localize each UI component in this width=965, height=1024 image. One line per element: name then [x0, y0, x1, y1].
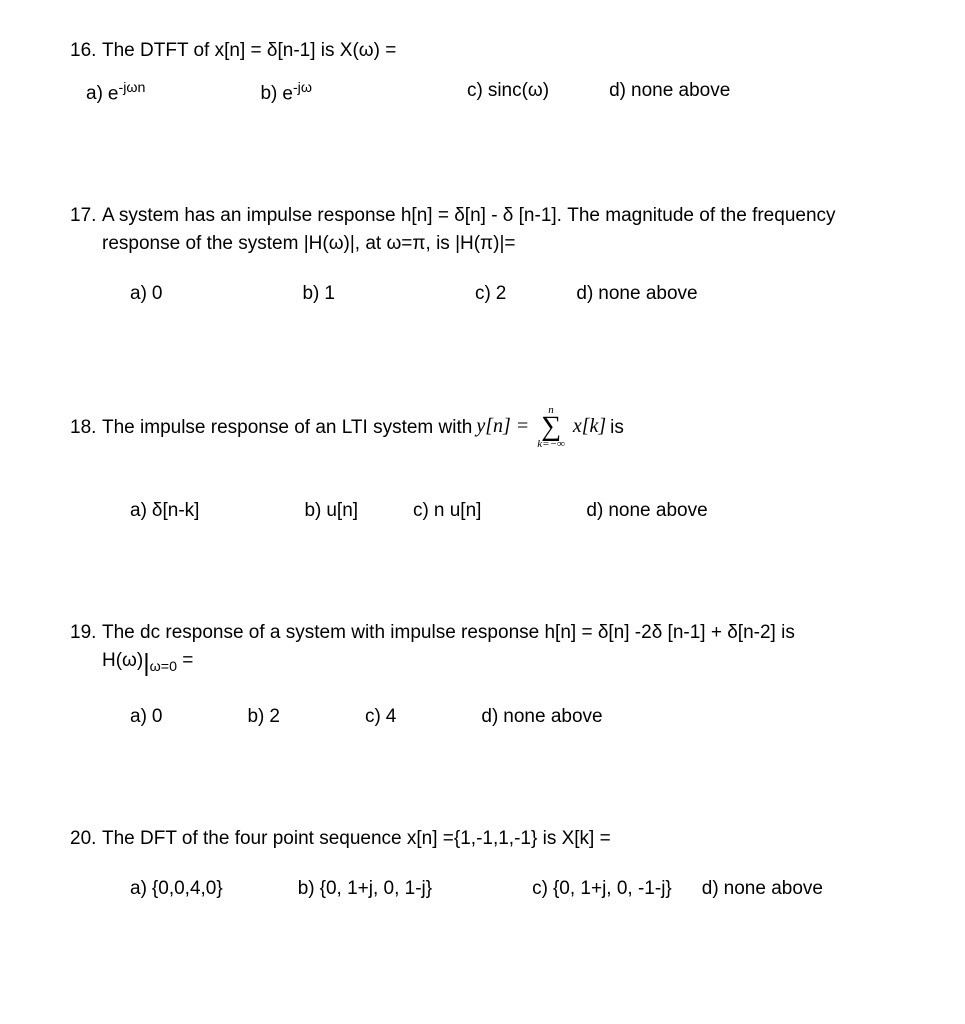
sigma-icon: ∑	[537, 416, 565, 438]
option-label: d)	[576, 283, 593, 305]
question-16-stem: 16. The DTFT of x[n] = δ[n-1] is X(ω) =	[70, 40, 895, 62]
option-b: b) 2	[247, 706, 279, 728]
option-label: c)	[475, 283, 491, 305]
eq-H: H(ω)	[102, 650, 143, 671]
option-a: a) δ[n-k]	[130, 500, 199, 522]
option-d: d) none above	[576, 283, 697, 305]
option-d: d) none above	[481, 706, 602, 728]
option-label: a)	[130, 706, 147, 728]
question-19-stem-line2: H(ω)|ω=0 =	[102, 650, 895, 678]
question-number: 18.	[70, 417, 102, 439]
question-text: A system has an impulse response h[n] = …	[102, 205, 836, 227]
question-19: 19. The dc response of a system with imp…	[70, 622, 895, 728]
option-text: e-jωn	[108, 80, 146, 105]
question-text-post: is	[610, 417, 624, 439]
question-number: 16.	[70, 40, 102, 62]
option-text: u[n]	[326, 500, 358, 522]
question-text: The DFT of the four point sequence x[n] …	[102, 828, 611, 850]
option-a: a) 0	[130, 283, 162, 305]
option-text: 0	[152, 283, 163, 305]
option-text: none above	[598, 283, 697, 305]
question-17: 17. A system has an impulse response h[n…	[70, 205, 895, 305]
option-label: b)	[298, 878, 315, 900]
question-17-options: a) 0 b) 1 c) 2 d) none above	[130, 283, 895, 305]
eval-subscript: ω=0	[150, 659, 177, 675]
eq-equals: =	[177, 650, 193, 671]
option-a: a) 0	[130, 706, 162, 728]
question-17-stem-line2: response of the system |H(ω)|, at ω=π, i…	[102, 233, 895, 255]
option-label: b)	[247, 706, 264, 728]
question-18-options: a) δ[n-k] b) u[n] c) n u[n] d) none abov…	[130, 500, 895, 522]
option-label: b)	[302, 283, 319, 305]
option-text: e-jω	[282, 80, 312, 105]
option-c: c) 2	[475, 283, 506, 305]
option-label: d)	[702, 878, 719, 900]
option-c: c) 4	[365, 706, 396, 728]
question-20-options: a) {0,0,4,0} b) {0, 1+j, 0, 1-j} c) {0, …	[130, 878, 895, 900]
summation: n ∑ k=−∞	[537, 405, 565, 449]
option-label: c)	[365, 706, 381, 728]
option-c: c) n u[n]	[413, 500, 481, 522]
option-b: b) u[n]	[304, 500, 358, 522]
question-16-options: a) e-jωn b) e-jω c) sinc(ω) d) none abov…	[86, 80, 895, 105]
option-text: 0	[152, 706, 163, 728]
option-text: none above	[503, 706, 602, 728]
option-text: n u[n]	[434, 500, 482, 522]
option-a: a) {0,0,4,0}	[130, 878, 223, 900]
option-text: 1	[324, 283, 335, 305]
option-text: 2	[496, 283, 507, 305]
option-b: b) {0, 1+j, 0, 1-j}	[298, 878, 432, 900]
eq-lhs: y[n] =	[476, 415, 534, 437]
question-17-stem-line1: 17. A system has an impulse response h[n…	[70, 205, 895, 227]
question-20: 20. The DFT of the four point sequence x…	[70, 828, 895, 900]
question-number: 17.	[70, 205, 102, 227]
option-label: b)	[304, 500, 321, 522]
option-c: c) sinc(ω)	[467, 80, 549, 105]
question-text: The dc response of a system with impulse…	[102, 622, 795, 644]
question-16: 16. The DTFT of x[n] = δ[n-1] is X(ω) = …	[70, 40, 895, 105]
equation-yn: y[n] = n ∑ k=−∞ x[k]	[476, 405, 606, 449]
option-label: d)	[586, 500, 603, 522]
option-label: a)	[86, 83, 103, 105]
eq-summand: x[k]	[573, 415, 606, 437]
option-text: 2	[269, 706, 280, 728]
option-text: {0,0,4,0}	[152, 878, 223, 900]
question-19-options: a) 0 b) 2 c) 4 d) none above	[130, 706, 895, 728]
option-label: a)	[130, 500, 147, 522]
option-text: none above	[608, 500, 707, 522]
question-20-stem: 20. The DFT of the four point sequence x…	[70, 828, 895, 850]
option-text: δ[n-k]	[152, 500, 200, 522]
question-18-stem: 18. The impulse response of an LTI syste…	[70, 405, 895, 449]
question-19-stem-line1: 19. The dc response of a system with imp…	[70, 622, 895, 644]
option-text: none above	[631, 80, 730, 102]
option-label: a)	[130, 283, 147, 305]
option-label: b)	[260, 83, 277, 105]
option-b: b) e-jω	[260, 80, 312, 105]
option-text: sinc(ω)	[488, 80, 549, 102]
option-label: c)	[413, 500, 429, 522]
question-18: 18. The impulse response of an LTI syste…	[70, 405, 895, 521]
question-text-pre: The impulse response of an LTI system wi…	[102, 417, 472, 439]
option-c: c) {0, 1+j, 0, -1-j}	[532, 878, 672, 900]
option-label: c)	[467, 80, 483, 102]
option-d: d) none above	[586, 500, 707, 522]
option-label: a)	[130, 878, 147, 900]
option-label: c)	[532, 878, 548, 900]
question-number: 19.	[70, 622, 102, 644]
option-label: d)	[481, 706, 498, 728]
question-number: 20.	[70, 828, 102, 850]
option-d: d) none above	[702, 878, 823, 900]
option-text: {0, 1+j, 0, -1-j}	[553, 878, 672, 900]
option-label: d)	[609, 80, 626, 102]
option-b: b) 1	[302, 283, 334, 305]
option-d: d) none above	[609, 80, 730, 105]
option-text: 4	[386, 706, 397, 728]
question-text: The DTFT of x[n] = δ[n-1] is X(ω) =	[102, 40, 396, 62]
option-text: {0, 1+j, 0, 1-j}	[320, 878, 433, 900]
sum-lower: k=−∞	[537, 439, 565, 450]
option-a: a) e-jωn	[86, 80, 145, 105]
option-text: none above	[724, 878, 823, 900]
